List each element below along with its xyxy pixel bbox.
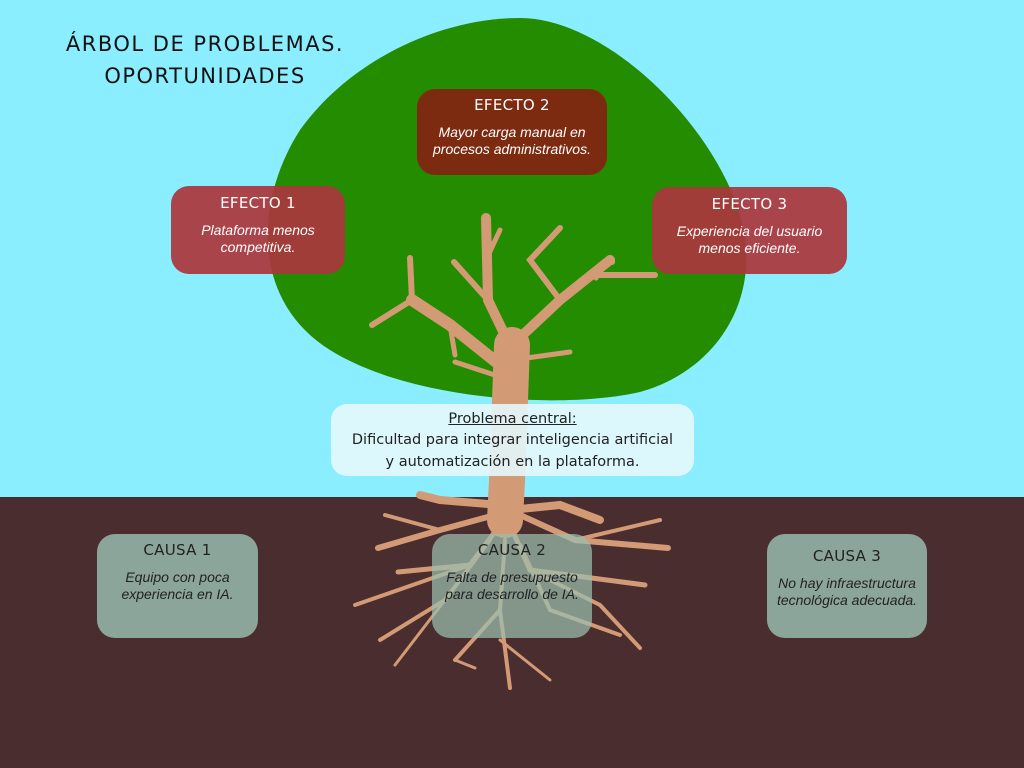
effect-2-text: Mayor carga manual en procesos administr… (433, 124, 591, 157)
title-line-1: ÁRBOL DE PROBLEMAS. (65, 32, 345, 56)
title-line-2: OPORTUNIDADES (104, 64, 306, 88)
cause-1-heading: CAUSA 1 (143, 541, 212, 559)
central-problem-box: Problema central: Dificultad para integr… (331, 404, 694, 476)
cause-3-box: CAUSA 3 No hay infraestructura tecnológi… (767, 534, 927, 638)
cause-3-text: No hay infraestructura tecnológica adecu… (776, 575, 918, 608)
tree-canopy (267, 18, 747, 401)
central-problem-heading: Problema central: (448, 411, 577, 427)
effect-1-text: Plataforma menos competitiva. (201, 222, 315, 255)
central-problem-line-1: Dificultad para integrar inteligencia ar… (351, 432, 674, 448)
effect-1-box: EFECTO 1 Plataforma menos competitiva. (171, 186, 345, 274)
effect-1-heading: EFECTO 1 (220, 194, 296, 212)
effect-3-box: EFECTO 3 Experiencia del usuario menos e… (652, 187, 847, 274)
effect-3-text: Experiencia del usuario menos eficiente. (676, 223, 823, 256)
cause-3-heading: CAUSA 3 (812, 547, 882, 565)
cause-1-box: CAUSA 1 Equipo con poca experiencia en I… (97, 534, 258, 638)
cause-2-heading: CAUSA 2 (477, 541, 547, 559)
page-title: ÁRBOL DE PROBLEMAS. OPORTUNIDADES (40, 28, 370, 92)
effect-2-box: EFECTO 2 Mayor carga manual en procesos … (417, 89, 607, 175)
cause-2-text: Falta de presupuesto para desarrollo de … (445, 569, 579, 602)
effect-2-heading: EFECTO 2 (474, 96, 550, 114)
cause-1-text: Equipo con poca experiencia en IA. (121, 569, 234, 602)
central-problem-line-2: y automatización en la plataforma. (385, 454, 640, 470)
effect-3-heading: EFECTO 3 (711, 195, 788, 213)
cause-2-box: CAUSA 2 Falta de presupuesto para desarr… (432, 534, 592, 638)
tree-trunk-and-branches (369, 213, 658, 538)
